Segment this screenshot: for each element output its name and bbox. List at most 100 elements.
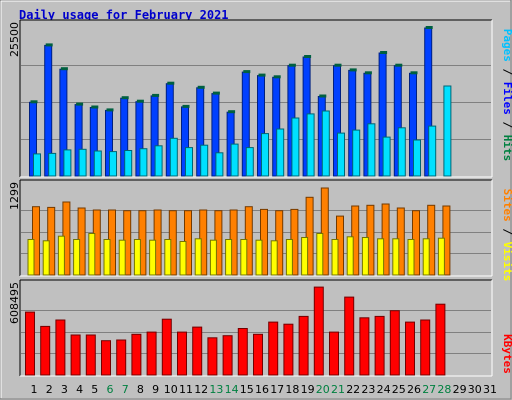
bar-hits-day-19	[304, 55, 312, 58]
x-tick-day-5: 5	[91, 383, 98, 396]
x-tick-day-17: 17	[270, 383, 284, 396]
x-tick-day-30: 30	[468, 383, 482, 396]
bar-hits-day-17	[273, 75, 281, 79]
bar-kbytes-day-3	[55, 319, 66, 376]
bar-hits-day-11	[182, 104, 190, 108]
bar-pages-day-8	[139, 148, 148, 177]
bar-pages-day-24	[382, 136, 391, 177]
x-tick-day-22: 22	[346, 383, 360, 396]
bar-pages-day-20	[321, 110, 330, 177]
bar-visits-day-26	[407, 239, 415, 276]
bar-hits-day-6	[106, 108, 114, 112]
bar-sites-day-20	[320, 187, 329, 276]
legend-visits: Visits	[501, 242, 512, 282]
bar-hits-day-24	[380, 51, 388, 54]
bar-pages-day-14	[230, 143, 239, 177]
x-tick-day-31: 31	[483, 383, 497, 396]
x-tick-day-19: 19	[301, 383, 315, 396]
bar-pages-day-4	[78, 148, 87, 177]
bar-visits-day-1	[27, 239, 35, 276]
bar-pages-day-22	[352, 129, 361, 177]
x-tick-day-14: 14	[225, 383, 239, 396]
bar-visits-day-25	[392, 238, 400, 276]
bar-pages-day-15	[245, 147, 254, 177]
bar-hits-day-16	[258, 73, 266, 77]
legend-sites: Sites	[501, 189, 512, 222]
bar-hits-day-26	[410, 71, 418, 75]
x-tick-day-6: 6	[107, 383, 114, 396]
x-tick-day-1: 1	[31, 383, 38, 396]
bar-visits-day-11	[179, 241, 187, 276]
legend-separator: /	[501, 115, 512, 135]
bar-kbytes-day-25	[389, 310, 400, 376]
x-tick-day-10: 10	[164, 383, 178, 396]
bar-visits-day-20	[316, 233, 324, 276]
x-tick-day-28: 28	[437, 383, 451, 396]
bar-visits-day-16	[255, 239, 263, 276]
bar-visits-day-4	[73, 239, 81, 276]
bar-pages-day-3	[63, 149, 72, 177]
bar-visits-day-17	[270, 240, 278, 276]
bar-hits-day-12	[197, 85, 205, 89]
bar-kbytes-day-14	[222, 335, 233, 376]
bar-visits-day-3	[57, 235, 65, 276]
bar-hits-day-8	[136, 99, 144, 103]
bar-hits-day-22	[349, 68, 357, 72]
bar-sites-day-19	[305, 196, 314, 276]
bar-visits-day-7	[118, 239, 126, 276]
bar-kbytes-day-27	[420, 319, 431, 376]
bar-hits-day-13	[212, 91, 220, 95]
bar-hits-day-14	[228, 110, 236, 114]
legend-hits: Hits	[501, 135, 512, 162]
bar-hits-day-2	[45, 43, 53, 47]
bar-hits-day-3	[60, 67, 68, 71]
x-tick-day-15: 15	[240, 383, 254, 396]
bar-pages-day-6	[109, 151, 117, 177]
bar-kbytes-day-22	[344, 296, 355, 376]
bar-kbytes-day-11	[177, 331, 187, 376]
bar-pages-day-21	[337, 132, 345, 177]
bar-visits-day-22	[346, 236, 354, 276]
bar-kbytes-day-8	[131, 333, 142, 376]
bar-pages-day-19	[306, 113, 315, 177]
chart-title: Daily usage for February 2021	[19, 8, 229, 22]
bar-visits-day-28	[437, 237, 445, 276]
bar-hits-day-18	[288, 63, 296, 67]
bar-kbytes-day-23	[359, 317, 370, 376]
bar-kbytes-day-26	[405, 321, 415, 376]
bar-hits-day-15	[243, 70, 251, 74]
bar-visits-day-2	[42, 240, 50, 276]
legend-kbytes: KBytes	[501, 334, 512, 374]
x-tick-day-3: 3	[61, 383, 68, 396]
x-tick-day-21: 21	[331, 383, 345, 396]
bar-pages-day-11	[185, 147, 193, 177]
bar-visits-day-8	[133, 239, 141, 276]
bar-pages-day-9	[154, 145, 163, 177]
legend-kbytes-wrap: KBytes	[501, 334, 512, 374]
x-tick-day-23: 23	[361, 383, 375, 396]
bar-kbytes-day-1	[25, 311, 35, 376]
bar-hits-day-9	[152, 93, 160, 97]
bar-visits-day-23	[361, 237, 369, 276]
bar-pages-day-7	[124, 150, 133, 177]
bar-hits-day-1	[30, 100, 38, 104]
bar-visits-day-19	[301, 237, 309, 276]
bar-pages-day-25	[397, 127, 406, 177]
bar-pages-day-13	[215, 152, 224, 177]
bar-visits-day-12	[194, 238, 202, 276]
bar-kbytes-day-10	[161, 318, 172, 376]
bar-hits-day-25	[395, 63, 403, 67]
y-max-label: 1299	[8, 182, 21, 210]
bar-hits-day-21	[334, 63, 342, 67]
x-tick-day-4: 4	[76, 383, 83, 396]
bar-pages-day-1	[33, 153, 41, 177]
bar-visits-day-21	[331, 239, 339, 276]
bar-kbytes-day-7	[116, 339, 127, 376]
bar-kbytes-day-15	[237, 328, 248, 376]
bar-hits-day-7	[121, 96, 129, 100]
x-tick-day-2: 2	[46, 383, 53, 396]
bar-hits-day-4	[76, 102, 84, 106]
legend-separator: /	[501, 62, 512, 82]
x-tick-day-11: 11	[179, 383, 193, 396]
